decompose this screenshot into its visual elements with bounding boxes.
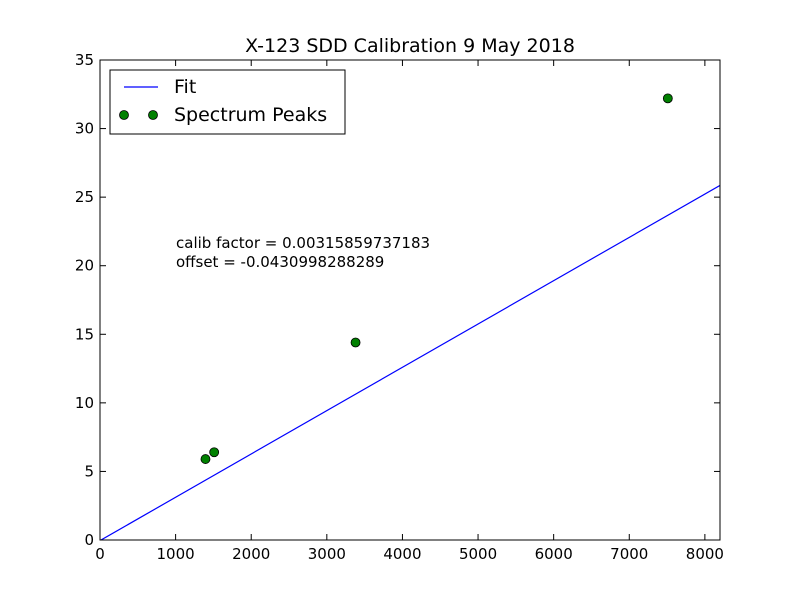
- fit-line: [100, 184, 720, 540]
- legend-box: [109, 69, 346, 135]
- data-point: [200, 454, 211, 464]
- x-tick-label: 6000: [535, 545, 573, 563]
- data-point: [662, 93, 673, 104]
- x-tick-label: 4000: [383, 545, 421, 563]
- legend-fit-label: Fit: [174, 76, 196, 98]
- legend: Fit Spectrum Peaks: [109, 69, 346, 135]
- data-point: [350, 337, 361, 348]
- y-tick-label: 20: [75, 257, 94, 275]
- legend-peaks-marker: [119, 110, 129, 120]
- plot-frame: [99, 59, 721, 541]
- x-tick-label: 0: [95, 545, 105, 563]
- x-tick-label: 8000: [686, 545, 724, 563]
- y-tick-label: 25: [75, 188, 94, 206]
- y-tick-label: 5: [84, 462, 94, 480]
- x-tick-label: 3000: [308, 545, 346, 563]
- plot-content: [100, 93, 720, 540]
- axes: 0 1000 2000 3000 4000 5000 6000 7000 8000 0 5 10 15 2…: [75, 51, 724, 563]
- annotation-calib-factor: calib factor = 0.00315859737183: [176, 234, 430, 252]
- legend-peaks-label: Spectrum Peaks: [174, 104, 327, 126]
- chart-title: X-123 SDD Calibration 9 May 2018: [245, 35, 575, 57]
- x-tick-label: 5000: [459, 545, 497, 563]
- data-point: [209, 447, 220, 458]
- legend-peaks-marker: [148, 110, 158, 120]
- x-tick-label: 2000: [232, 545, 270, 563]
- y-tick-label: 15: [75, 325, 94, 343]
- x-tick-label: 7000: [610, 545, 648, 563]
- annotation-offset: offset = -0.0430998288289: [176, 253, 384, 271]
- y-tick-label: 35: [75, 51, 94, 69]
- x-tick-label: 1000: [157, 545, 195, 563]
- y-tick-label: 30: [75, 120, 94, 138]
- y-tick-label: 10: [75, 394, 94, 412]
- y-tick-label: 0: [84, 531, 94, 549]
